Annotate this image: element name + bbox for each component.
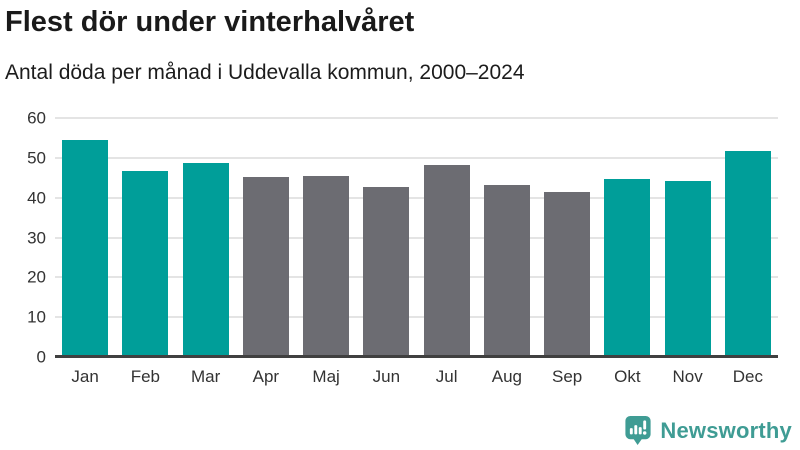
x-axis-label-nov: Nov [672, 367, 703, 386]
x-axis-label-dec: Dec [732, 367, 763, 386]
x-axis-label-jun: Jun [372, 367, 401, 386]
bar-slot-feb [115, 118, 175, 357]
bar-slot-mar [176, 118, 236, 357]
gridline-30 [55, 236, 778, 239]
x-axis-label-maj: Maj [312, 367, 340, 386]
newsworthy-wordmark: Newsworthy [660, 417, 792, 443]
x-axis-label-jul: Jul [435, 367, 458, 386]
bar-slot-apr [236, 118, 296, 357]
y-axis-tick-label-20: 20 [27, 267, 46, 287]
x-axis-label-okt: Okt [614, 367, 641, 386]
gridline-10 [55, 316, 778, 319]
bar-slot-okt [597, 118, 657, 357]
y-axis-tick-label-0: 0 [36, 347, 46, 367]
gridline-40 [55, 196, 778, 199]
bar-slot-sep [537, 118, 597, 357]
bar-feb [122, 171, 169, 357]
bar-slot-maj [296, 118, 356, 357]
x-axis-label-sep: Sep [552, 367, 583, 386]
x-axis-line [55, 355, 778, 358]
y-axis: 0 10 20 30 40 50 60 [0, 110, 46, 366]
bars-container [55, 118, 778, 357]
y-axis-tick-label-50: 50 [27, 148, 46, 168]
bar-maj [303, 176, 350, 357]
gridline-60 [55, 117, 778, 119]
gridline-20 [55, 276, 778, 279]
x-axis-label-apr: Apr [252, 367, 280, 386]
bar-chart-plot [55, 117, 778, 358]
bar-jan [62, 139, 109, 357]
y-axis-tick-label-40: 40 [27, 188, 46, 208]
bar-slot-jun [356, 118, 416, 357]
gridline-50 [55, 156, 778, 159]
bar-okt [604, 178, 651, 357]
bar-sep [544, 192, 591, 357]
bar-mar [182, 162, 229, 357]
bar-slot-dec [718, 118, 778, 357]
newsworthy-logo: Newsworthy [624, 415, 792, 446]
y-axis-tick-label-30: 30 [27, 228, 46, 247]
bar-jun [363, 186, 410, 357]
x-axis-label-feb: Feb [130, 367, 161, 386]
x-axis-label-aug: Aug [491, 367, 522, 386]
chart-title: Flest dör under vinterhalvåret [5, 6, 415, 38]
x-axis: Jan Feb Mar Apr Maj Jun Jul Aug Sep Okt Nov Dec [55, 367, 778, 387]
bar-nov [664, 181, 711, 357]
bar-slot-aug [477, 118, 537, 357]
bar-slot-nov [658, 118, 718, 357]
x-axis-label-mar: Mar [190, 367, 221, 386]
bar-slot-jan [55, 118, 115, 357]
bar-aug [483, 184, 530, 357]
newsworthy-bubble-chart-icon [625, 415, 651, 446]
y-axis-tick-label-10: 10 [27, 307, 46, 327]
chart-subtitle: Antal döda per månad i Uddevalla kommun,… [5, 61, 525, 84]
bar-slot-jul [417, 118, 477, 357]
x-axis-label-jan: Jan [71, 367, 99, 386]
y-axis-tick-label-60: 60 [27, 108, 46, 128]
bar-apr [242, 176, 289, 357]
bar-jul [423, 165, 470, 357]
bar-dec [724, 151, 771, 357]
